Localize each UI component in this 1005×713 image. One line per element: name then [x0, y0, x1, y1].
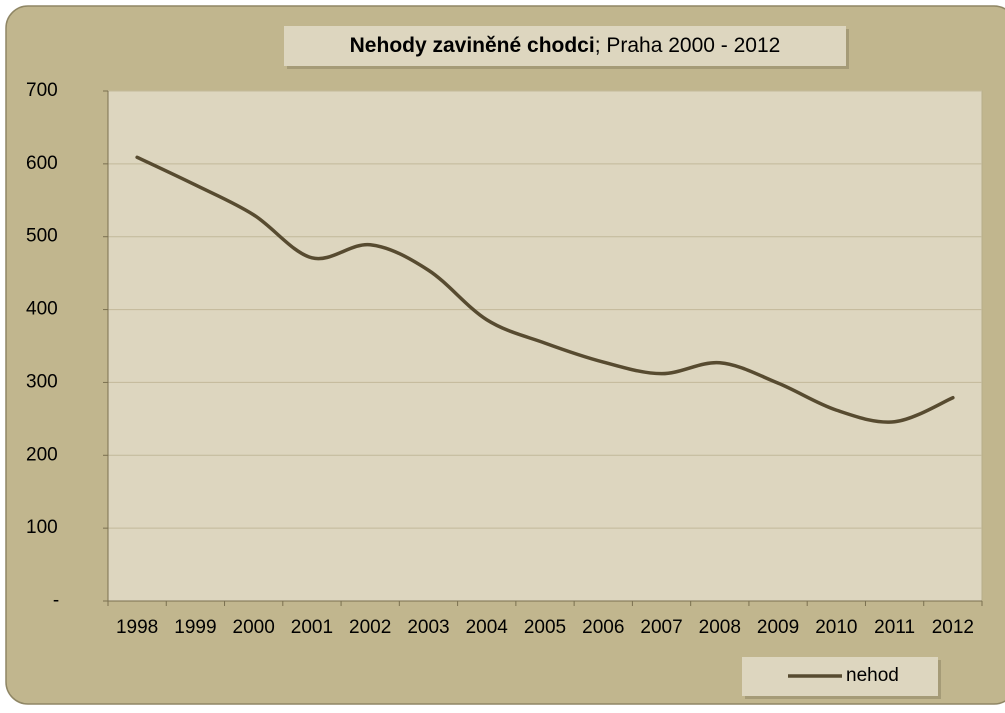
title-box: [284, 26, 846, 66]
y-tick-label: 400: [26, 299, 58, 320]
x-tick-label: 1998: [116, 617, 158, 638]
x-tick-label: 2008: [699, 617, 741, 638]
x-tick-label: 2007: [640, 617, 682, 638]
x-tick-label: 2006: [582, 617, 624, 638]
x-tick-label: 2000: [233, 617, 275, 638]
legend-label: nehod: [846, 665, 899, 686]
x-tick-label: 2003: [407, 617, 449, 638]
chart-title: Nehody zaviněné chodci; Praha 2000 - 201…: [350, 34, 781, 57]
x-tick-label: 2012: [932, 617, 974, 638]
x-tick-label: 2004: [466, 617, 509, 638]
x-tick-label: 2009: [757, 617, 799, 638]
x-tick-label: 2011: [874, 617, 915, 638]
y-tick-label: 100: [26, 517, 58, 538]
plot-area: [107, 90, 983, 602]
x-tick-label: 2002: [349, 617, 391, 638]
title-bold: Nehody zaviněné chodci: [350, 34, 595, 57]
x-tick-label: 1999: [174, 617, 216, 638]
data-line: [135, 155, 955, 424]
y-tick-label: 600: [26, 153, 58, 174]
y-tick-label: 200: [26, 444, 58, 465]
title-rest: ; Praha 2000 - 2012: [595, 34, 781, 57]
y-tick-label: 700: [26, 80, 58, 101]
x-tick-label: 2001: [291, 617, 333, 638]
x-tick-label: 2005: [524, 617, 566, 638]
x-tick-label: 2010: [815, 617, 857, 638]
y-tick-label: -: [53, 590, 59, 611]
y-tick-label: 500: [26, 226, 58, 247]
y-tick-label: 300: [26, 371, 58, 392]
